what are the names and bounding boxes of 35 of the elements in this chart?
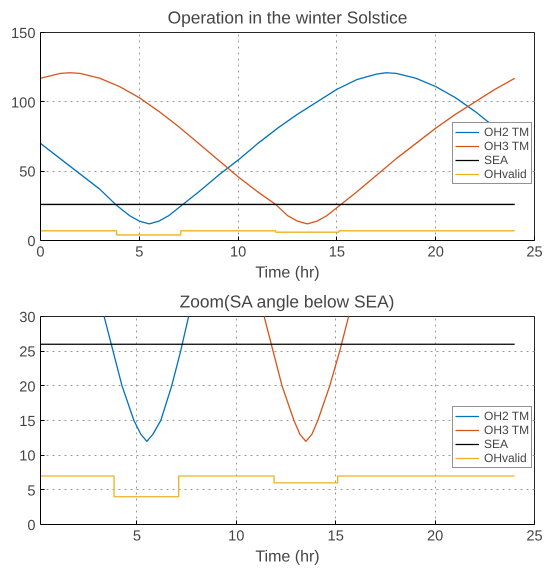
x-tick-label: 20 <box>426 528 444 544</box>
legend-label: OH3 TM <box>484 423 530 437</box>
y-tick-label: 30 <box>19 310 36 326</box>
x-tick-label: 15 <box>328 528 344 544</box>
y-tick-label: 15 <box>19 414 36 430</box>
x-tick-label: 25 <box>526 244 543 260</box>
y-tick-label: 100 <box>11 95 36 112</box>
y-tick-label: 0 <box>27 518 36 534</box>
legend-label: SEA <box>484 437 508 451</box>
legend-label: OHvalid <box>484 167 527 181</box>
legend-label: OH2 TM <box>484 409 530 423</box>
y-tick-label: 20 <box>19 379 36 396</box>
x-axis-title: Time (hr) <box>255 264 320 282</box>
line-series <box>263 316 350 442</box>
y-tick-label: 25 <box>19 344 36 361</box>
x-tick-label: 25 <box>526 528 543 544</box>
legend-label: OH3 TM <box>484 139 530 153</box>
legend-label: OH2 TM <box>484 125 530 139</box>
chart-title: Zoom(SA angle below SEA) <box>180 292 394 312</box>
x-axis-title: Time (hr) <box>255 548 320 566</box>
x-tick-label: 5 <box>132 528 141 544</box>
legend-label: OHvalid <box>484 451 527 465</box>
y-tick-label: 150 <box>11 26 36 42</box>
x-tick-label: 15 <box>328 244 346 260</box>
x-tick-label: 5 <box>135 244 144 260</box>
legend-label: SEA <box>484 153 508 167</box>
y-tick-label: 10 <box>19 448 36 465</box>
y-tick-label: 5 <box>27 483 36 500</box>
y-tick-label: 50 <box>19 164 36 181</box>
chart-title: Operation in the winter Solstice <box>168 8 408 28</box>
x-tick-label: 10 <box>228 528 244 544</box>
line-series <box>103 316 190 442</box>
y-tick-label: 0 <box>27 234 36 250</box>
x-tick-label: 10 <box>230 244 246 260</box>
x-tick-label: 20 <box>428 244 444 260</box>
